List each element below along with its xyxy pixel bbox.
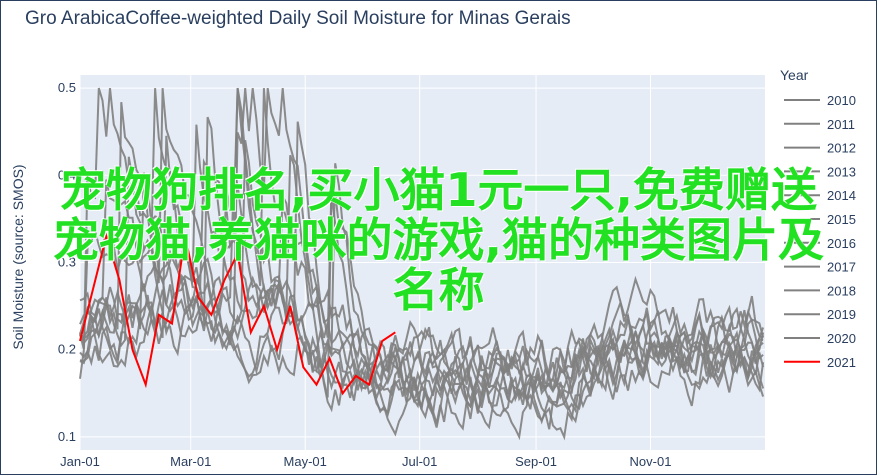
x-tick-label: Sep-01 [515, 454, 557, 469]
legend-label-2014: 2014 [827, 188, 856, 203]
series-line-2019 [79, 88, 764, 407]
legend-label-2016: 2016 [827, 236, 856, 251]
legend-label-2017: 2017 [827, 260, 856, 275]
y-tick-label: 0.3 [58, 255, 76, 270]
legend-label-2019: 2019 [827, 307, 856, 322]
legend-label-2020: 2020 [827, 331, 856, 346]
x-tick-label: Jan-01 [60, 454, 100, 469]
series-line-2020 [79, 275, 765, 412]
highlight-series-group [79, 232, 396, 396]
y-axis-title: Soil Moisture (source: SMOS) [10, 164, 26, 349]
y-tick-label: 0.4 [58, 167, 76, 182]
y-tick-label: 0.2 [58, 342, 76, 357]
legend-label-2012: 2012 [827, 141, 856, 156]
gridlines [79, 75, 765, 450]
legend: 2010 2011 2012 2013 2014 2015 2016 2017 2018 2019… [784, 93, 856, 370]
x-tick-label: Mar-01 [170, 454, 211, 469]
legend-title: Year [780, 67, 809, 83]
y-tick-label: 0.1 [58, 429, 76, 444]
series-line-2015 [79, 101, 765, 385]
x-tick-label: May-01 [284, 454, 327, 469]
legend-label-2021: 2021 [827, 355, 856, 370]
series-line-2021 [79, 232, 396, 396]
x-axis-ticks: Jan-01 Mar-01 May-01 Jul-01 Sep-01 Nov-01 [60, 454, 671, 469]
legend-label-2018: 2018 [827, 283, 856, 298]
series-line-2018 [79, 179, 765, 413]
x-tick-label: Nov-01 [630, 454, 672, 469]
legend-label-2013: 2013 [827, 164, 856, 179]
legend-label-2010: 2010 [827, 93, 856, 108]
series-line-2017 [79, 124, 764, 430]
y-tick-label: 0.5 [58, 80, 76, 95]
x-tick-label: Jul-01 [402, 454, 437, 469]
y-axis-ticks: 0.1 0.2 0.3 0.4 0.5 [58, 80, 76, 444]
legend-label-2015: 2015 [827, 212, 856, 227]
legend-label-2011: 2011 [827, 117, 855, 132]
chart-title: Gro ArabicaCoffee-weighted Daily Soil Mo… [25, 8, 571, 29]
